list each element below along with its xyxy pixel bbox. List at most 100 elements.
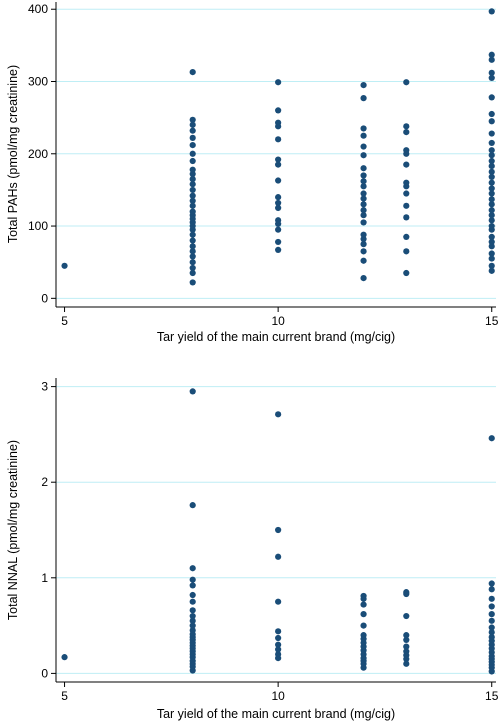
data-point bbox=[275, 598, 282, 605]
data-point bbox=[360, 82, 367, 89]
data-point bbox=[488, 617, 495, 624]
x-tick-label: 10 bbox=[271, 314, 285, 328]
data-point bbox=[488, 580, 495, 587]
data-point bbox=[189, 142, 196, 149]
data-point bbox=[488, 173, 495, 181]
data-point bbox=[488, 222, 495, 230]
data-point bbox=[488, 262, 495, 269]
data-point bbox=[403, 161, 410, 168]
data-point bbox=[488, 56, 495, 63]
data-point bbox=[360, 274, 367, 282]
data-point bbox=[189, 502, 196, 509]
data-point bbox=[360, 248, 367, 255]
data-point bbox=[275, 161, 282, 168]
chart-panel-pahs: 0 100 200 300 400 5 10 15 Tar yield of the mai… bbox=[6, 2, 498, 344]
x-tick-label: 5 bbox=[61, 689, 68, 703]
data-point bbox=[488, 51, 495, 58]
data-point bbox=[360, 231, 367, 238]
data-point bbox=[488, 435, 495, 442]
y-tick-label: 3 bbox=[41, 380, 48, 394]
data-point bbox=[275, 238, 282, 246]
x-axis-label: Tar yield of the main current brand (mg/… bbox=[157, 330, 395, 344]
data-point bbox=[488, 157, 495, 165]
data-point bbox=[189, 617, 196, 624]
data-point bbox=[189, 622, 196, 629]
data-point bbox=[360, 183, 367, 190]
data-point bbox=[488, 267, 495, 274]
data-point bbox=[488, 207, 495, 214]
data-point bbox=[189, 170, 196, 178]
data-point bbox=[189, 157, 196, 165]
data-point bbox=[488, 168, 495, 175]
data-point bbox=[189, 269, 196, 277]
data-point bbox=[488, 110, 495, 118]
data-point bbox=[189, 197, 196, 204]
data-point bbox=[189, 116, 196, 123]
data-point bbox=[488, 233, 495, 240]
y-tick-label: 1 bbox=[41, 571, 48, 585]
data-point bbox=[488, 179, 495, 186]
data-point bbox=[189, 607, 196, 614]
data-point bbox=[275, 119, 282, 126]
data-point bbox=[488, 243, 495, 250]
x-tick-label: 15 bbox=[485, 689, 498, 703]
data-point bbox=[488, 611, 495, 618]
data-point bbox=[275, 156, 282, 163]
data-point bbox=[360, 143, 367, 150]
x-tick-label: 10 bbox=[271, 689, 285, 703]
x-ticks: 5 10 15 bbox=[61, 682, 498, 703]
data-point bbox=[189, 565, 196, 572]
data-point bbox=[360, 632, 367, 639]
data-point bbox=[360, 622, 367, 629]
data-point bbox=[189, 69, 196, 76]
x-tick-label: 5 bbox=[61, 314, 68, 328]
data-point bbox=[189, 166, 196, 173]
data-point bbox=[275, 136, 282, 143]
data-point bbox=[189, 192, 196, 199]
data-point bbox=[189, 388, 196, 395]
data-point bbox=[360, 592, 367, 600]
data-point bbox=[189, 237, 196, 244]
y-tick-label: 200 bbox=[28, 147, 48, 161]
data-point bbox=[488, 633, 495, 641]
y-axis-label: Total NNAL (pmol/mg creatinine) bbox=[6, 440, 20, 620]
y-ticks: 0 100 200 300 400 bbox=[28, 2, 56, 305]
data-point bbox=[189, 248, 196, 255]
data-point bbox=[488, 69, 495, 76]
y-tick-label: 2 bbox=[41, 475, 48, 489]
data-point bbox=[403, 269, 410, 277]
data-point bbox=[403, 643, 410, 650]
data-point bbox=[360, 611, 367, 618]
data-point bbox=[403, 202, 410, 209]
data-point bbox=[360, 165, 367, 172]
data-point bbox=[189, 121, 196, 128]
data-point bbox=[488, 190, 495, 197]
data-point bbox=[275, 177, 282, 184]
data-point bbox=[360, 601, 367, 608]
data-point bbox=[360, 95, 367, 102]
data-point bbox=[189, 627, 196, 634]
data-point bbox=[189, 231, 196, 238]
data-points bbox=[61, 8, 495, 286]
data-point bbox=[403, 79, 410, 86]
data-point bbox=[403, 179, 410, 186]
data-point bbox=[61, 262, 68, 269]
data-point bbox=[488, 130, 495, 137]
data-point bbox=[360, 132, 367, 139]
data-point bbox=[189, 150, 196, 157]
data-point bbox=[403, 589, 410, 596]
data-point bbox=[488, 74, 495, 81]
data-point bbox=[488, 212, 495, 219]
data-point bbox=[488, 238, 495, 246]
x-tick-label: 15 bbox=[485, 314, 498, 328]
data-point bbox=[403, 648, 410, 655]
data-point bbox=[488, 586, 495, 593]
data-point bbox=[275, 641, 282, 648]
data-point bbox=[275, 217, 282, 224]
data-point bbox=[360, 125, 367, 132]
data-point bbox=[488, 250, 495, 257]
data-point bbox=[488, 94, 495, 101]
data-point bbox=[275, 553, 282, 560]
data-point bbox=[189, 186, 196, 194]
data-point bbox=[360, 195, 367, 202]
